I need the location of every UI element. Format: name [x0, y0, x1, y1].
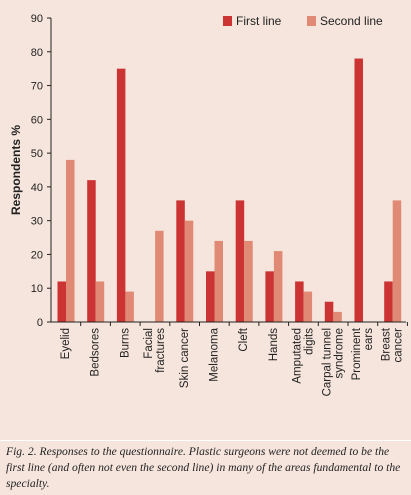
bar-first-line — [265, 271, 274, 322]
bar-first-line — [116, 68, 126, 323]
x-tick-label: Eyelid — [60, 328, 72, 359]
x-tick-label: Breastcancer — [381, 327, 405, 362]
x-tick-label-line: Bedsores — [90, 328, 102, 377]
bar-second-line — [155, 230, 164, 322]
x-tick-label: Prominentears — [351, 327, 375, 380]
x-tick-label-line: Cleft — [238, 327, 250, 351]
legend-label-second-line: Second line — [320, 14, 383, 28]
bar-first-line — [354, 58, 363, 323]
bar-second-line — [392, 200, 402, 322]
x-tick-label-line: ears — [363, 328, 375, 351]
bar-chart: 0 10 20 30 40 50 60 70 80 90 Eyelid Bedsores Burns F… — [9, 13, 408, 396]
legend-label-first-line: First line — [236, 14, 282, 28]
bar-first-line — [384, 281, 393, 322]
y-tick-label: 0 — [37, 317, 43, 329]
x-tick-label-line: fractures — [155, 328, 167, 373]
x-tick-label: Facialfractures — [143, 328, 167, 373]
x-tick-label-line: Melanoma — [209, 327, 221, 381]
legend: First line Second line — [223, 14, 383, 28]
bar-first-line — [176, 200, 185, 322]
bar-second-line — [303, 291, 313, 322]
x-tick-label: Hands — [268, 328, 280, 361]
figure-caption: Fig. 2. Responses to the questionnaire. … — [6, 445, 401, 490]
x-axis: Eyelid Bedsores Burns Facialfractures Skin c… — [60, 327, 405, 396]
y-tick-label: 60 — [31, 114, 43, 126]
bar-second-line — [184, 220, 194, 322]
x-tick-label: Burns — [119, 328, 131, 358]
bar-first-line — [295, 281, 304, 322]
caption-divider — [0, 440, 411, 441]
y-tick-label: 20 — [31, 249, 43, 261]
y-tick-label: 10 — [31, 283, 43, 295]
x-tick-label-line: Carpal tunnel — [321, 328, 333, 396]
x-tick-label: Cleft — [238, 327, 250, 351]
x-tick-label: Amputateddigits — [292, 328, 316, 384]
x-tick-label-line: Skin cancer — [179, 328, 191, 388]
bar-first-line — [57, 281, 66, 322]
y-axis-label: Respondents % — [9, 125, 23, 215]
x-tick-label-line: Burns — [119, 328, 131, 358]
x-tick-label-line: Prominent — [351, 327, 363, 380]
x-tick-label-line: Facial — [143, 328, 155, 359]
bar-first-line — [87, 180, 96, 322]
legend-swatch-second-line — [307, 16, 316, 26]
bar-first-line — [235, 200, 245, 322]
y-tick-label: 80 — [31, 47, 43, 59]
bar-second-line — [273, 251, 283, 322]
bar-first-line — [206, 271, 215, 322]
x-tick-label: Skin cancer — [179, 328, 191, 388]
y-tick-label: 90 — [31, 13, 43, 25]
bar-second-line — [333, 311, 342, 322]
bar-second-line — [125, 291, 134, 322]
x-tick-label-line: Hands — [268, 328, 280, 361]
y-tick-label: 40 — [31, 182, 43, 194]
x-tick-label: Carpal tunnelsyndrome — [321, 328, 345, 396]
x-tick-label-line: Eyelid — [60, 328, 72, 359]
x-tick-label-line: Amputated — [292, 328, 304, 384]
legend-swatch-first-line — [223, 16, 232, 26]
y-tick-label: 70 — [31, 81, 43, 93]
y-tick-label: 30 — [31, 216, 43, 228]
bars — [57, 58, 408, 326]
x-tick-label-line: cancer — [393, 328, 405, 363]
x-tick-label-line: Breast — [381, 327, 393, 361]
y-tick-label: 50 — [31, 148, 43, 160]
x-tick-label-line: syndrome — [333, 328, 345, 379]
y-axis: 0 10 20 30 40 50 60 70 80 90 — [31, 13, 51, 329]
bar-second-line — [95, 281, 105, 322]
x-tick-label-line: digits — [304, 328, 316, 355]
x-tick-label: Bedsores — [90, 328, 102, 377]
bar-second-line — [66, 159, 75, 322]
bar-first-line — [324, 301, 334, 322]
bar-second-line — [214, 240, 223, 322]
bar-second-line — [244, 240, 253, 322]
x-tick-label: Melanoma — [209, 327, 221, 381]
